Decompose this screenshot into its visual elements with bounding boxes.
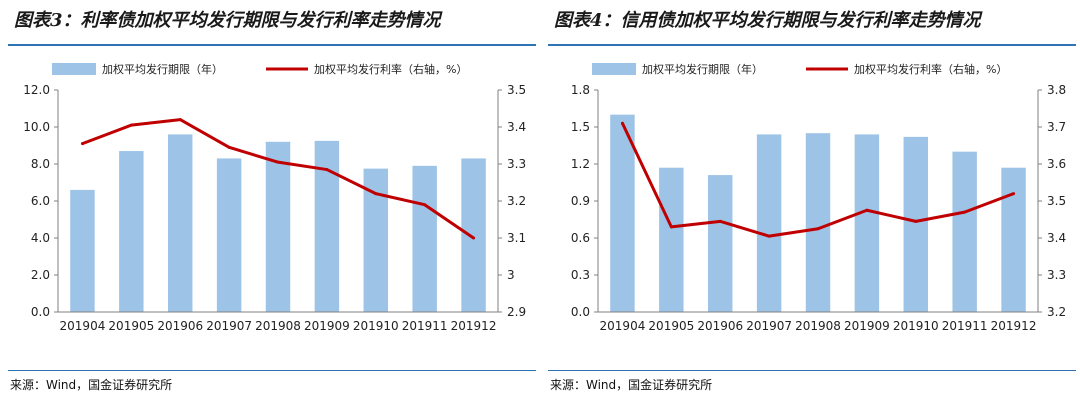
line-point — [80, 142, 84, 146]
bar — [756, 134, 782, 312]
y-tick-label: 1.2 — [571, 157, 590, 171]
legend-label-line: 加权平均发行利率（右轴，%） — [314, 62, 467, 76]
line-point — [669, 225, 673, 229]
y-tick-label: 0.0 — [571, 305, 590, 319]
y2-tick-label: 3.2 — [1047, 305, 1066, 319]
x-tick-label: 201908 — [795, 319, 841, 333]
legend-label-bar: 加权平均发行期限（年） — [102, 62, 223, 76]
x-tick-label: 201905 — [648, 319, 694, 333]
x-tick-label: 201906 — [157, 319, 203, 333]
y2-tick-label: 3.1 — [507, 231, 526, 245]
x-tick-label: 201911 — [942, 319, 988, 333]
y2-tick-label: 3.7 — [1047, 120, 1066, 134]
legend-swatch-bar — [592, 63, 636, 75]
y-tick-label: 12.0 — [23, 83, 50, 97]
y2-tick-label: 3 — [507, 268, 515, 282]
line-point — [816, 227, 820, 231]
y-tick-label: 10.0 — [23, 120, 50, 134]
chart-left: 加权平均发行期限（年） 加权平均发行利率（右轴，%） 0.0 2.0 4.0 6.0 8.0… — [23, 62, 526, 333]
line-point — [325, 168, 329, 172]
legend-label-bar: 加权平均发行期限（年） — [642, 62, 763, 76]
x-tick-label: 201912 — [451, 319, 497, 333]
x-tick-label: 201912 — [991, 319, 1037, 333]
line-point — [914, 219, 918, 223]
x-tick-label: 201910 — [893, 319, 939, 333]
bar — [610, 114, 635, 313]
bar — [854, 134, 880, 312]
x-tick-label: 201904 — [600, 319, 646, 333]
y2-tick-label: 3.6 — [1047, 157, 1066, 171]
x-tick-label: 201910 — [353, 319, 399, 333]
bar — [903, 136, 928, 312]
line-point — [865, 208, 869, 212]
y-tick-label: 0.6 — [571, 231, 590, 245]
y-tick-label: 0.0 — [31, 305, 50, 319]
source-note: 来源：Wind，国金证券研究所 — [550, 378, 713, 392]
chart-right: 加权平均发行期限（年） 加权平均发行利率（右轴，%） 0.0 0.3 0.6 0.9 1.2… — [571, 62, 1066, 333]
bar — [952, 151, 977, 312]
line-point — [963, 210, 967, 214]
y-tick-label: 8.0 — [31, 157, 50, 171]
line-point — [276, 160, 280, 164]
figure-title: 图表3：利率债加权平均发行期限与发行利率走势情况 — [14, 10, 441, 31]
bar — [412, 165, 437, 312]
bar — [1001, 167, 1026, 312]
figure-title: 图表4：信用债加权平均发行期限与发行利率走势情况 — [554, 10, 981, 31]
line-point — [129, 123, 133, 127]
legend-label-line: 加权平均发行利率（右轴，%） — [854, 62, 1007, 76]
line-point — [472, 236, 476, 240]
y2-tick-label: 3.3 — [507, 157, 526, 171]
x-tick-label: 201905 — [108, 319, 154, 333]
y2-tick-label: 3.3 — [1047, 268, 1066, 282]
line-point — [718, 219, 722, 223]
bar — [119, 151, 144, 312]
y2-tick-label: 3.4 — [1047, 231, 1066, 245]
y-tick-label: 6.0 — [31, 194, 50, 208]
y2-tick-label: 3.5 — [507, 83, 526, 97]
y-tick-label: 2.0 — [31, 268, 50, 282]
bar — [265, 141, 291, 312]
x-tick-label: 201909 — [304, 319, 350, 333]
bar — [168, 134, 193, 312]
source-divider — [8, 370, 536, 371]
y2-tick-label: 3.4 — [507, 120, 526, 134]
title-divider — [548, 44, 1076, 46]
line-point — [620, 121, 624, 125]
bar — [805, 133, 831, 312]
right-figure-panel: 图表4：信用债加权平均发行期限与发行利率走势情况 加权平均发行期限（年） 加权平均… — [548, 0, 1076, 401]
bar — [314, 140, 340, 312]
source-note: 来源：Wind，国金证券研究所 — [10, 378, 173, 392]
y-tick-label: 0.3 — [571, 268, 590, 282]
y2-tick-label: 3.8 — [1047, 83, 1066, 97]
line-point — [178, 118, 182, 122]
y-tick-label: 4.0 — [31, 231, 50, 245]
y2-tick-label: 3.5 — [1047, 194, 1066, 208]
x-tick-label: 201904 — [60, 319, 106, 333]
y-tick-label: 1.5 — [571, 120, 590, 134]
x-tick-label: 201906 — [697, 319, 743, 333]
line-point — [227, 145, 231, 149]
y2-tick-label: 2.9 — [507, 305, 526, 319]
left-figure-panel: 图表3：利率债加权平均发行期限与发行利率走势情况 加权平均发行期限（年） 加权平均… — [8, 0, 536, 401]
line-point — [374, 192, 378, 196]
line-point — [767, 234, 771, 238]
x-tick-label: 201911 — [402, 319, 448, 333]
y-tick-label: 1.8 — [571, 83, 590, 97]
y-tick-label: 0.9 — [571, 194, 590, 208]
x-tick-label: 201907 — [746, 319, 792, 333]
bar — [708, 175, 733, 312]
bar — [659, 167, 684, 312]
bar — [461, 158, 486, 312]
title-divider — [8, 44, 536, 46]
bar — [216, 158, 242, 312]
x-tick-label: 201908 — [255, 319, 301, 333]
line-point — [423, 203, 427, 207]
bar — [70, 189, 95, 312]
source-divider — [548, 370, 1076, 371]
x-tick-label: 201907 — [206, 319, 252, 333]
legend-swatch-bar — [52, 63, 96, 75]
line-point — [1012, 192, 1016, 196]
x-tick-label: 201909 — [844, 319, 890, 333]
y2-tick-label: 3.2 — [507, 194, 526, 208]
